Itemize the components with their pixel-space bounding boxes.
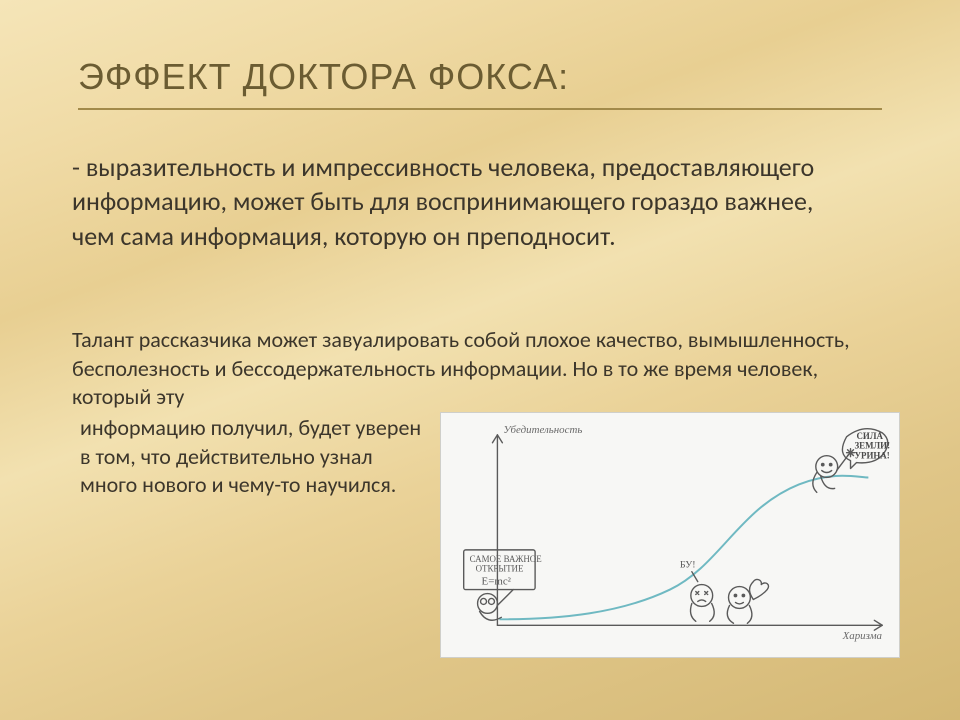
speaker-doodle: СИЛА ЗЕМЛИ! УРИНА!	[813, 429, 890, 493]
lead-paragraph: - выразительность и импрессивность челов…	[72, 150, 832, 253]
svg-text:БУ!: БУ!	[680, 560, 696, 571]
svg-text:ЗЕМЛИ!: ЗЕМЛИ!	[854, 441, 890, 451]
svg-text:ОТКРЫТИЕ: ОТКРЫТИЕ	[476, 564, 524, 574]
chart-svg: Убедительность Харизма САМОЕ ВАЖНОЕ ОТКР…	[441, 413, 899, 657]
svg-text:E=mc²: E=mc²	[482, 576, 512, 588]
middle-doodles: БУ!	[680, 560, 769, 624]
lecturer-doodle: САМОЕ ВАЖНОЕ ОТКРЫТИЕ E=mc²	[464, 550, 542, 620]
y-axis-label: Убедительность	[503, 424, 582, 436]
body-paragraph: Талант рассказчика может завуалировать с…	[72, 326, 892, 412]
svg-text:САМОЕ ВАЖНОЕ: САМОЕ ВАЖНОЕ	[470, 554, 542, 564]
s-curve	[499, 476, 868, 620]
slide-title: ЭФФЕКТ ДОКТОРА ФОКСА:	[78, 56, 569, 98]
title-underline	[78, 108, 882, 110]
svg-text:СИЛА: СИЛА	[856, 431, 883, 441]
svg-text:УРИНА!: УРИНА!	[854, 451, 889, 461]
x-axis-label: Харизма	[842, 630, 883, 642]
body-paragraph-continued: информацию получил, будет уверен в том, …	[80, 414, 430, 500]
persuasion-chart: Убедительность Харизма САМОЕ ВАЖНОЕ ОТКР…	[440, 412, 900, 658]
